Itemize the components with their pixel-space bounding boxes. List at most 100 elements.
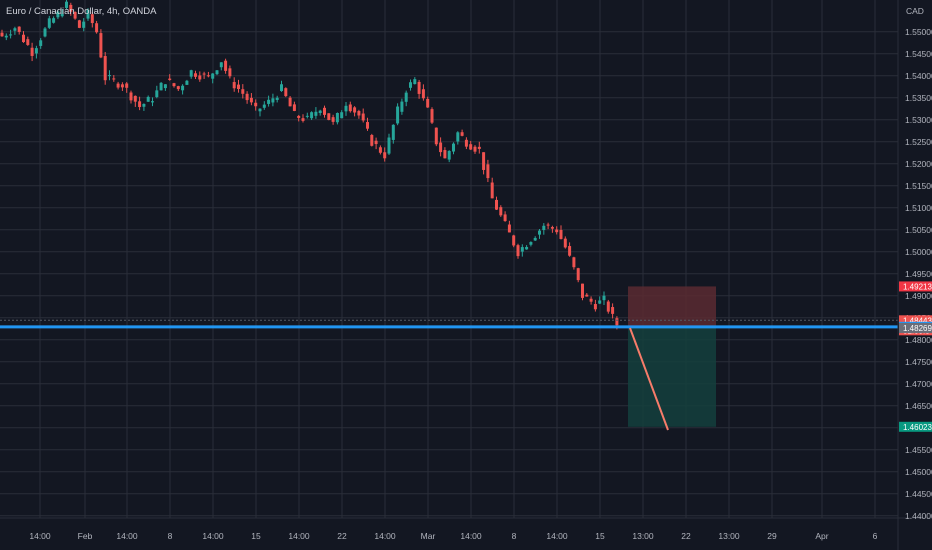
candle-body: [559, 229, 563, 239]
candle-body: [0, 32, 4, 37]
candle-body: [598, 300, 602, 304]
x-tick-label: 13:00: [718, 531, 740, 541]
y-tick-label: 1.49500: [905, 269, 932, 279]
x-tick-label: 29: [767, 531, 777, 541]
candle-body: [482, 152, 486, 170]
candle-body: [26, 39, 30, 45]
position-zones[interactable]: [628, 286, 716, 427]
candle-body: [525, 246, 529, 250]
candle-body: [301, 118, 305, 121]
y-tick-label: 1.50000: [905, 247, 932, 257]
stop-price-tag-bg: [899, 281, 932, 292]
candle-body: [413, 79, 417, 85]
x-tick-label: Apr: [815, 531, 828, 541]
y-tick-label: 1.48000: [905, 335, 932, 345]
candle-body: [211, 73, 215, 79]
grid: [0, 0, 898, 518]
candle-body: [391, 124, 395, 140]
candle-body: [581, 283, 584, 298]
x-tick-label: 15: [595, 531, 605, 541]
y-tick-label: 1.53500: [905, 93, 932, 103]
candle-body: [189, 70, 193, 77]
candle-body: [65, 1, 68, 8]
last-price-tag-label: 1.48443: [903, 316, 932, 325]
candle-body: [198, 75, 202, 80]
candle-body: [22, 34, 25, 43]
x-tick-label: 22: [681, 531, 691, 541]
stop-price-tag-label: 1.49213: [903, 282, 932, 291]
candle-body: [357, 111, 361, 116]
candle-body: [361, 113, 365, 121]
candle-body: [490, 182, 494, 199]
candle-body: [163, 84, 167, 89]
take-profit-zone[interactable]: [628, 327, 716, 427]
y-tick-label: 1.52500: [905, 137, 932, 147]
candle-body: [13, 28, 17, 31]
y-tick-label: 1.52000: [905, 159, 932, 169]
candle-body: [116, 83, 120, 88]
candle-body: [56, 11, 60, 18]
candle-body: [249, 97, 253, 103]
candle-body: [215, 70, 219, 75]
candle-body: [181, 85, 185, 91]
candle-body: [90, 14, 94, 24]
candle-body: [284, 88, 288, 97]
target-price-tag-label: 1.46023: [903, 423, 932, 432]
candle-body: [374, 140, 378, 145]
candle-body: [542, 225, 546, 230]
y-tick-label: 1.50500: [905, 225, 932, 235]
candle-body: [219, 62, 223, 68]
candle-body: [456, 132, 460, 142]
x-tick-label: 14:00: [202, 531, 224, 541]
stop-loss-zone[interactable]: [628, 286, 716, 328]
candle-body: [409, 82, 412, 88]
target-price-tag-bg: [899, 421, 932, 432]
x-tick-label: 14:00: [546, 531, 568, 541]
candle-body: [60, 13, 64, 17]
candle-body: [202, 73, 206, 75]
candle-body: [439, 142, 443, 153]
candle-body: [120, 84, 124, 88]
candle-body: [185, 80, 189, 85]
y-tick-label: 1.46500: [905, 401, 932, 411]
x-tick-label: 22: [337, 531, 347, 541]
x-tick-label: 14:00: [460, 531, 482, 541]
candle-body: [348, 104, 352, 112]
x-tick-label: Feb: [78, 531, 93, 541]
candle-body: [206, 75, 210, 77]
x-tick-label: Mar: [421, 531, 436, 541]
y-tick-label: 1.49000: [905, 291, 932, 301]
y-tick-label: 1.53000: [905, 115, 932, 125]
candle-body: [400, 101, 404, 112]
candle-body: [340, 112, 344, 119]
candle-body: [34, 48, 38, 54]
candle-body: [73, 11, 77, 19]
candle-body: [232, 82, 236, 89]
y-tick-label: 1.55000: [905, 27, 932, 37]
candle-body: [43, 28, 47, 37]
candle-body: [464, 139, 468, 147]
candle-body: [520, 247, 524, 252]
y-tick-label: 1.47000: [905, 379, 932, 389]
candle-body: [387, 137, 391, 154]
x-tick-label: 14:00: [29, 531, 51, 541]
candle-body: [297, 115, 301, 118]
candle-body: [318, 110, 322, 114]
candle-body: [417, 81, 421, 94]
entry-price-tag-label: 1.48269: [903, 324, 932, 333]
y-tick-label: 1.45500: [905, 445, 932, 455]
candle-body: [593, 304, 597, 310]
candle-body: [125, 83, 129, 88]
entry-price-tag-bg: [899, 322, 932, 333]
candle-body: [86, 9, 90, 19]
price-axis[interactable]: 1.55000 1.54500 1.54000 1.53500 1.53000 1.525…: [905, 27, 932, 521]
projection-arrow-line: [629, 327, 669, 431]
y-tick-label: 1.45000: [905, 467, 932, 477]
candle-body: [495, 199, 498, 210]
time-axis[interactable]: 14:00 Feb 14:00 8 14:00 15 14:00 22 14:00 Mar 14:0…: [29, 531, 877, 541]
candle-body: [447, 150, 451, 160]
candle-body: [430, 109, 434, 123]
candle-body: [159, 82, 163, 91]
candle-body: [529, 242, 533, 245]
